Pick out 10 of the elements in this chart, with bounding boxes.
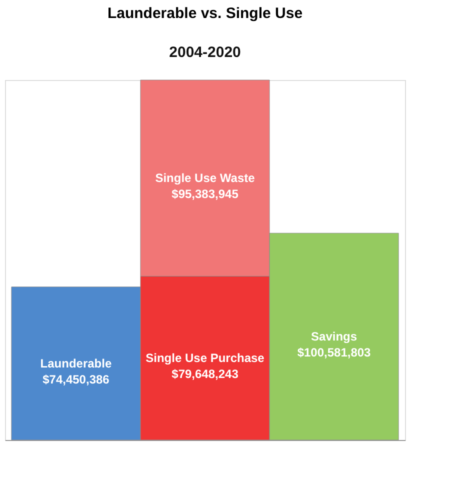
data-label: $74,450,386 bbox=[42, 372, 110, 386]
data-label: $79,648,243 bbox=[172, 367, 239, 382]
series-label: Savings bbox=[311, 330, 358, 344]
chart-subtitle: 2004-2020 bbox=[169, 44, 241, 61]
data-label: $95,383,945 bbox=[172, 187, 239, 202]
data-label: $100,581,803 bbox=[297, 346, 372, 360]
series-label: Single Use Waste bbox=[155, 171, 256, 186]
chart-title: Launderable vs. Single Use bbox=[107, 4, 303, 22]
series-label: Launderable bbox=[40, 356, 112, 370]
series-label: Single Use Purchase bbox=[146, 351, 265, 366]
